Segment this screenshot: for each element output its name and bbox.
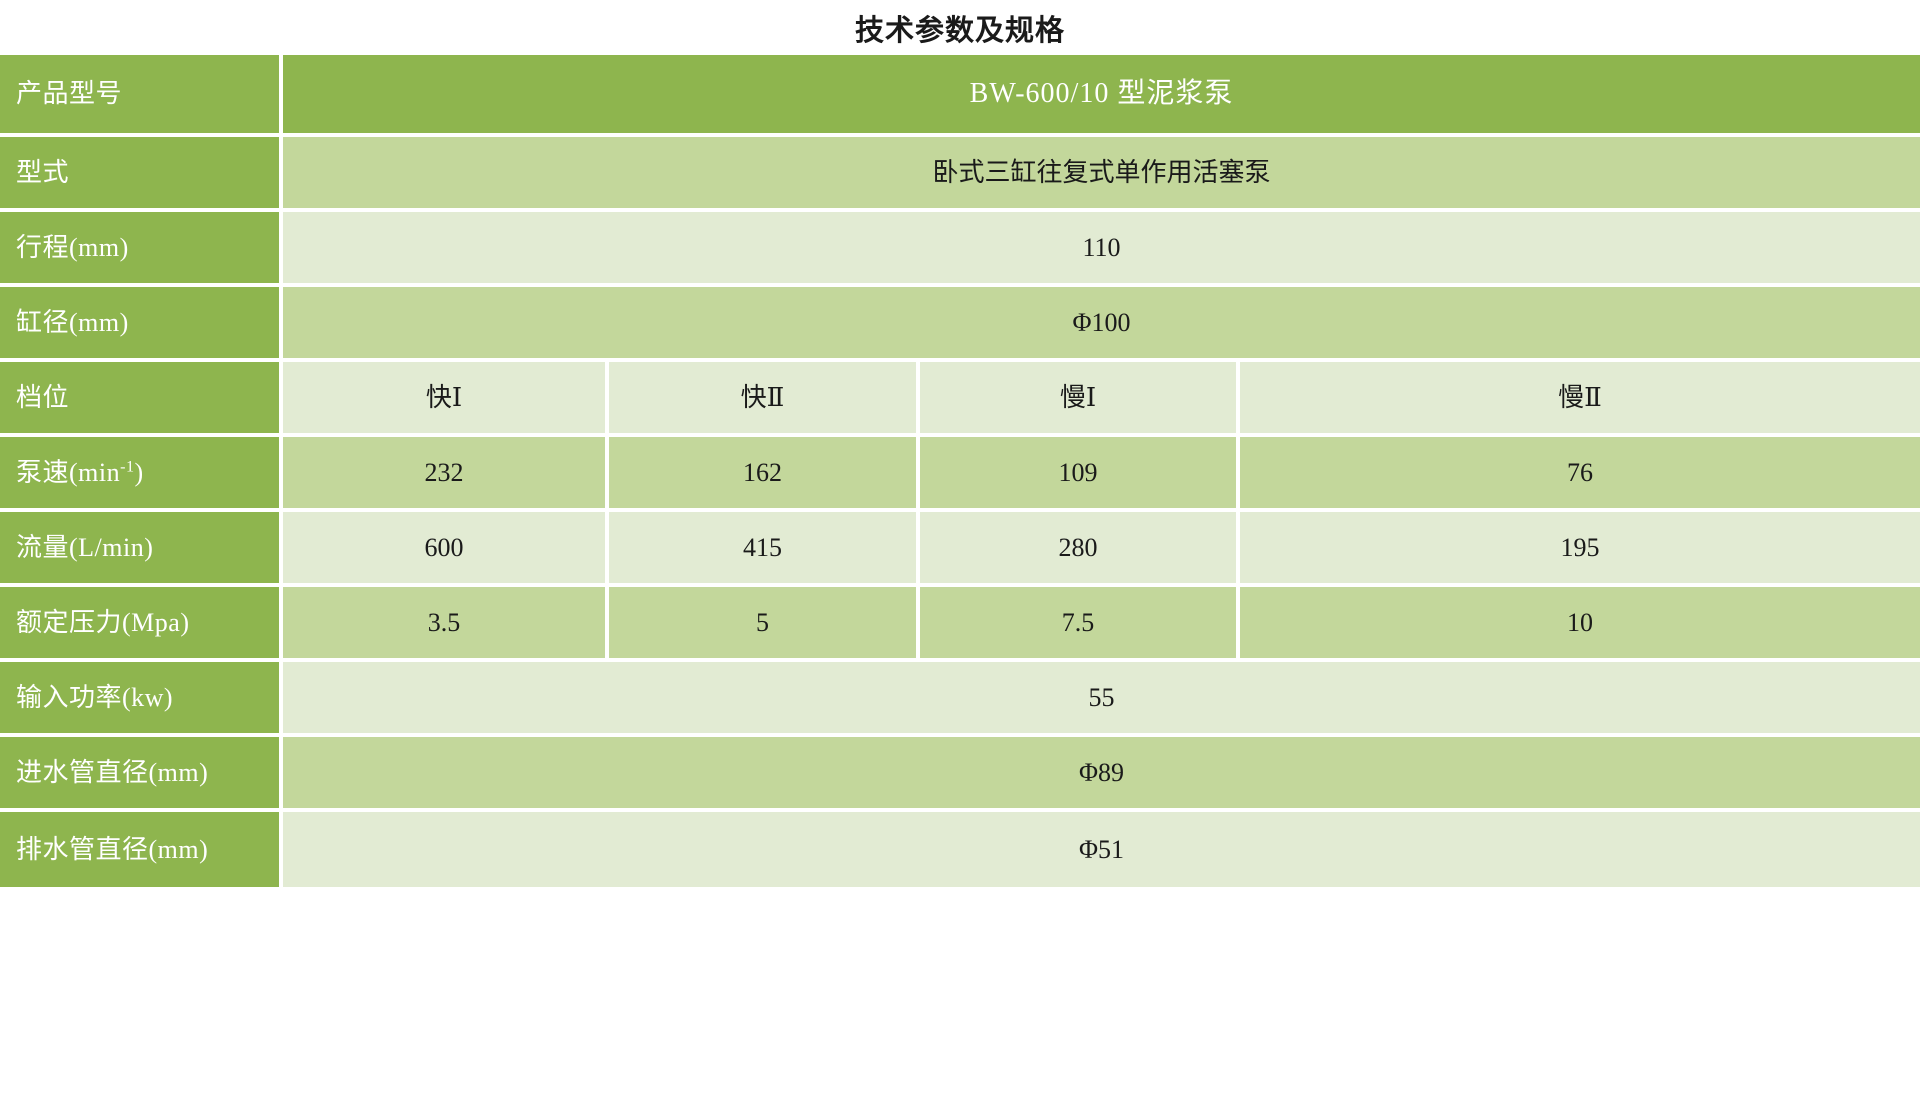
table-row: 行程(mm) 110 xyxy=(0,212,1920,287)
gear-cell-fast-2: 快Ⅱ xyxy=(609,362,920,437)
row-label-pump-speed: 泵速(min-1) xyxy=(0,437,283,512)
table-row: 排水管直径(mm) Φ51 xyxy=(0,812,1920,887)
pressure-slow-2: 10 xyxy=(1240,587,1920,662)
table-row: 缸径(mm) Φ100 xyxy=(0,287,1920,362)
row-value-input-power: 55 xyxy=(283,662,1920,737)
table-row: 输入功率(kw) 55 xyxy=(0,662,1920,737)
flow-fast-2: 415 xyxy=(609,512,920,587)
watermark-text-en: HENGTAN MACHINERY xyxy=(520,896,1400,966)
table-row: 泵速(min-1) 232 162 109 76 xyxy=(0,437,1920,512)
page-title-bar: 技术参数及规格 xyxy=(0,0,1920,55)
gear-cell-fast-1: 快Ⅰ xyxy=(283,362,609,437)
flow-slow-1: 280 xyxy=(920,512,1240,587)
row-value-stroke: 110 xyxy=(283,212,1920,287)
row-label-input-power: 输入功率(kw) xyxy=(0,662,283,737)
pump-speed-slow-1: 109 xyxy=(920,437,1240,512)
row-label-stroke: 行程(mm) xyxy=(0,212,283,287)
row-value-inlet-diameter: Φ89 xyxy=(283,737,1920,812)
pump-speed-slow-2: 76 xyxy=(1240,437,1920,512)
pressure-slow-1: 7.5 xyxy=(920,587,1240,662)
row-value-outlet-diameter: Φ51 xyxy=(283,812,1920,887)
gear-cell-slow-2: 慢Ⅱ xyxy=(1240,362,1920,437)
page-title: 技术参数及规格 xyxy=(854,14,1065,47)
pressure-fast-2: 5 xyxy=(609,587,920,662)
table-row: 额定压力(Mpa) 3.5 5 7.5 10 xyxy=(0,587,1920,662)
row-value-bore: Φ100 xyxy=(283,287,1920,362)
row-value-type: 卧式三缸往复式单作用活塞泵 xyxy=(283,137,1920,212)
table-row: 产品型号 BW-600/10 型泥浆泵 xyxy=(0,55,1920,137)
row-label-pressure: 额定压力(Mpa) xyxy=(0,587,283,662)
table-row: 流量(L/min) 600 415 280 195 xyxy=(0,512,1920,587)
flow-fast-1: 600 xyxy=(283,512,609,587)
table-row: 型式 卧式三缸往复式单作用活塞泵 xyxy=(0,137,1920,212)
row-label-inlet-diameter: 进水管直径(mm) xyxy=(0,737,283,812)
pressure-fast-1: 3.5 xyxy=(283,587,609,662)
row-label-flow: 流量(L/min) xyxy=(0,512,283,587)
pump-speed-fast-1: 232 xyxy=(283,437,609,512)
table-row: 档位 快Ⅰ 快Ⅱ 慢Ⅰ 慢Ⅱ xyxy=(0,362,1920,437)
flow-slow-2: 195 xyxy=(1240,512,1920,587)
gear-cell-slow-1: 慢Ⅰ xyxy=(920,362,1240,437)
row-value-model: BW-600/10 型泥浆泵 xyxy=(283,55,1920,137)
row-label-model: 产品型号 xyxy=(0,55,283,137)
table-row: 进水管直径(mm) Φ89 xyxy=(0,737,1920,812)
row-label-type: 型式 xyxy=(0,137,283,212)
pump-speed-fast-2: 162 xyxy=(609,437,920,512)
row-label-bore: 缸径(mm) xyxy=(0,287,283,362)
row-label-outlet-diameter: 排水管直径(mm) xyxy=(0,812,283,887)
spec-table: 产品型号 BW-600/10 型泥浆泵 型式 卧式三缸往复式单作用活塞泵 行程(… xyxy=(0,55,1920,887)
row-label-gear: 档位 xyxy=(0,362,283,437)
